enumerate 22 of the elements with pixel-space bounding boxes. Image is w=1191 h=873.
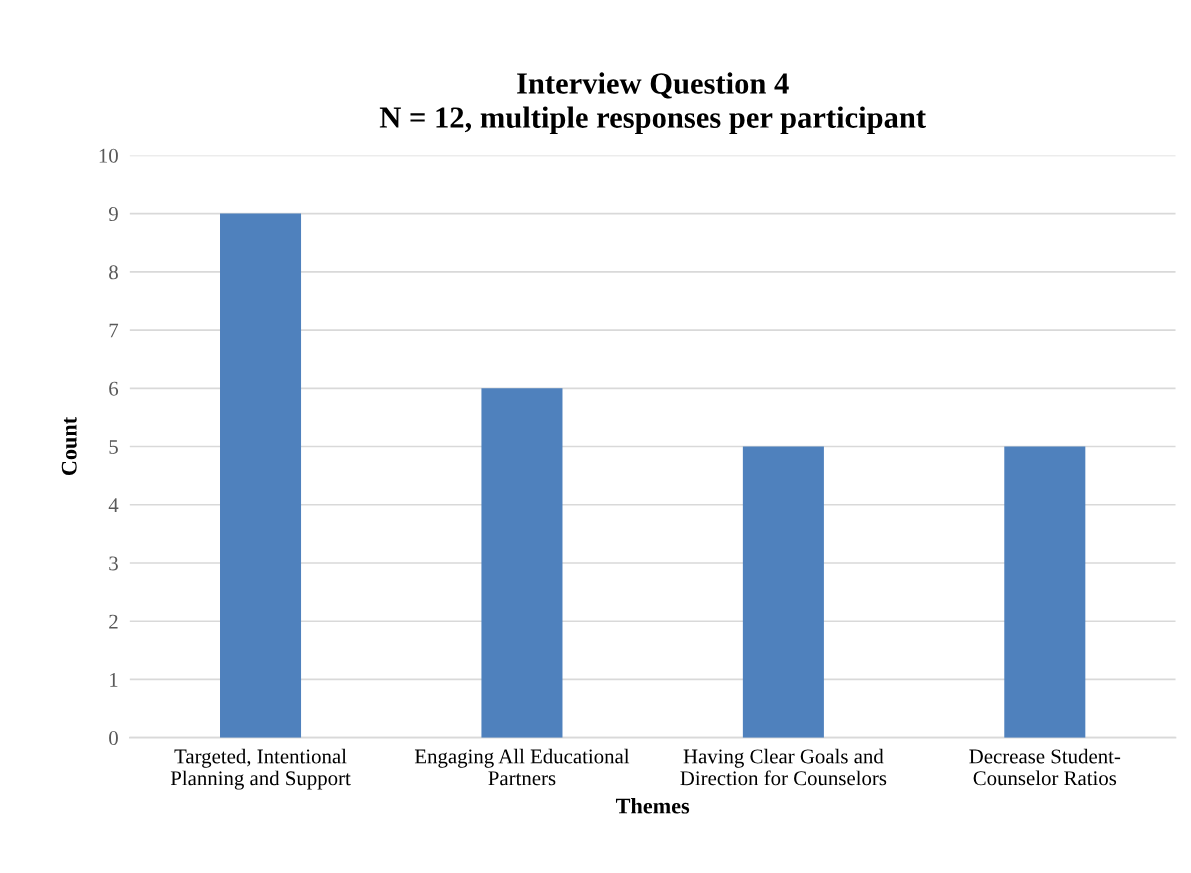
y-tick-label: 4 <box>108 498 119 512</box>
y-tick-label: 5 <box>109 440 118 454</box>
y-tick-label: 1 <box>110 672 118 687</box>
y-tick-label: 2 <box>109 614 118 629</box>
bar <box>220 213 302 738</box>
x-tick-label: Targeted, Intentional Planning and Support <box>170 748 351 790</box>
y-axis-title: Count <box>61 417 77 476</box>
bar <box>481 388 563 738</box>
y-tick-label: 3 <box>109 556 118 571</box>
chart-title: Interview Question 4 N = 12, multiple responses per participant <box>379 72 926 135</box>
y-tick-label: 0 <box>109 731 118 746</box>
y-tick-label: 10 <box>99 148 118 163</box>
y-tick-label: 8 <box>109 265 118 280</box>
x-tick-label: Having Clear Goals and Direction for Counselors <box>680 748 887 786</box>
y-tick-label: 6 <box>109 381 119 396</box>
y-tick-label: 7 <box>109 323 119 338</box>
x-tick-label: Decrease Student- Counselor Ratios <box>969 748 1121 786</box>
bar <box>742 446 824 738</box>
y-tick-label: 9 <box>108 207 118 222</box>
bar <box>1004 446 1086 738</box>
x-tick-label: Engaging All Educational Partners <box>414 748 630 786</box>
x-axis-title: Themes <box>615 797 690 814</box>
